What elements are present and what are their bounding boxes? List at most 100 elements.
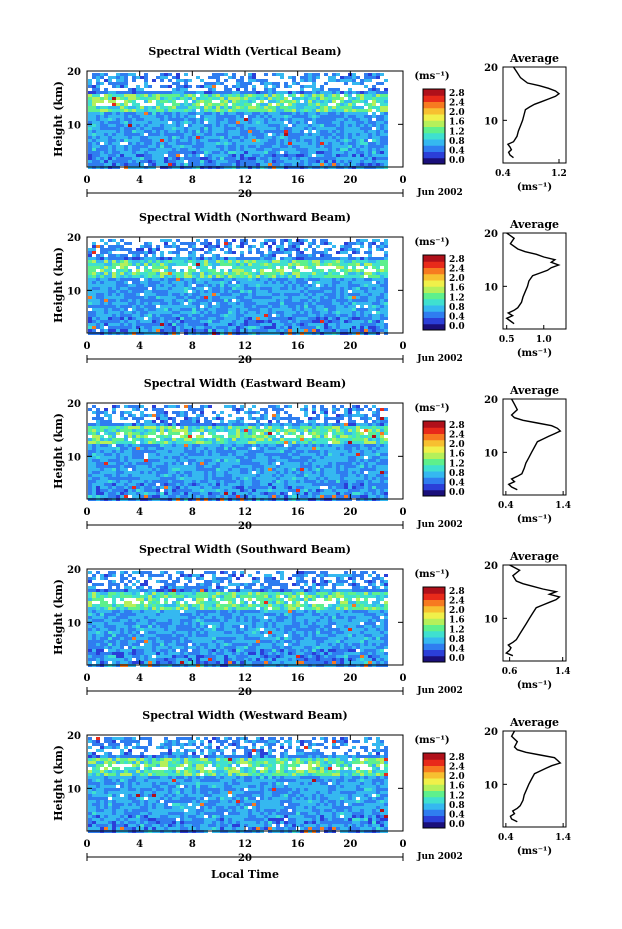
heatmap-cell — [92, 133, 96, 136]
heatmap-cell — [384, 97, 388, 100]
heatmap-cell — [236, 124, 240, 127]
heatmap-cell — [136, 323, 140, 326]
heatmap-cell — [336, 257, 340, 260]
heatmap-cell — [356, 115, 360, 118]
heatmap-cell — [184, 414, 188, 417]
heatmap-cell — [188, 251, 192, 254]
heatmap-cell — [312, 239, 316, 242]
heatmap-cell — [276, 106, 280, 109]
heatmap-cell — [172, 124, 176, 127]
heatmap-cell — [348, 118, 352, 121]
heatmap-cell — [168, 314, 172, 317]
heatmap-cell — [132, 426, 136, 429]
heatmap-cell — [180, 97, 184, 100]
heatmap-cell — [352, 118, 356, 121]
heatmap-cell — [384, 290, 388, 293]
heatmap-cell — [132, 127, 136, 130]
heatmap-cell — [128, 435, 132, 438]
heatmap-cell — [160, 408, 164, 411]
heatmap-cell — [308, 118, 312, 121]
heatmap-cell — [312, 269, 316, 272]
heatmap-cell — [292, 275, 296, 278]
heatmap-cell — [364, 263, 368, 266]
heatmap-cell — [348, 248, 352, 251]
heatmap-cell — [304, 151, 308, 154]
heatmap-cell — [296, 106, 300, 109]
heatmap-cell — [384, 275, 388, 278]
heatmap-cell — [96, 76, 100, 79]
heatmap-cell — [240, 314, 244, 317]
heatmap-cell — [296, 299, 300, 302]
heatmap-cell — [188, 121, 192, 124]
heatmap-cell — [260, 109, 264, 112]
heatmap-cell — [240, 305, 244, 308]
heatmap-cell — [184, 157, 188, 160]
heatmap-cell — [320, 432, 324, 435]
heatmap-cell — [368, 281, 372, 284]
heatmap-cell — [204, 136, 208, 139]
heatmap-cell — [328, 97, 332, 100]
heatmap-cell — [376, 142, 380, 145]
heatmap-cell — [368, 429, 372, 432]
heatmap-cell — [180, 112, 184, 115]
heatmap-cell — [336, 287, 340, 290]
average-x-tick-label: 1.0 — [536, 335, 552, 345]
heatmap-cell — [252, 260, 256, 263]
heatmap-cell — [112, 408, 116, 411]
heatmap-cell — [296, 287, 300, 290]
average-profile-line — [505, 232, 561, 325]
heatmap-cell — [336, 157, 340, 160]
heatmap-cell — [320, 160, 324, 163]
heatmap-cell — [308, 257, 312, 260]
heatmap-cell — [152, 130, 156, 133]
heatmap-cell — [168, 91, 172, 94]
heatmap-cell — [204, 130, 208, 133]
heatmap-cell — [340, 260, 344, 263]
heatmap-cell — [324, 154, 328, 157]
heatmap-cell — [132, 76, 136, 79]
colorbar-segment — [423, 273, 445, 281]
heatmap-cell — [352, 311, 356, 314]
heatmap-cell — [348, 109, 352, 112]
heatmap-cell — [156, 245, 160, 248]
heatmap-cell — [148, 314, 152, 317]
heatmap-cell — [296, 429, 300, 432]
heatmap-cell — [144, 157, 148, 160]
heatmap-cell — [144, 136, 148, 139]
heatmap-cell — [144, 314, 148, 317]
heatmap-cell — [208, 91, 212, 94]
heatmap-cell — [168, 405, 172, 408]
heatmap-cell — [132, 308, 136, 311]
heatmap-cell — [132, 154, 136, 157]
heatmap-cell — [332, 423, 336, 426]
heatmap-cell — [344, 130, 348, 133]
heatmap-cell — [176, 296, 180, 299]
heatmap-cell — [136, 302, 140, 305]
heatmap-cell — [188, 245, 192, 248]
heatmap-cell — [132, 160, 136, 163]
heatmap-cell — [248, 142, 252, 145]
heatmap-cell — [192, 130, 196, 133]
heatmap-cell — [148, 275, 152, 278]
heatmap-cell — [108, 139, 112, 142]
heatmap-cell — [204, 118, 208, 121]
heatmap-cell — [216, 73, 220, 76]
heatmap-cell — [148, 245, 152, 248]
heatmap-cell — [140, 314, 144, 317]
heatmap-cell — [312, 260, 316, 263]
heatmap-cell — [260, 118, 264, 121]
heatmap-cell — [336, 278, 340, 281]
heatmap-cell — [200, 411, 204, 414]
heatmap-cell — [236, 257, 240, 260]
heatmap-cell — [176, 302, 180, 305]
heatmap-cell — [336, 435, 340, 438]
heatmap-cell — [348, 435, 352, 438]
heatmap-cell — [104, 121, 108, 124]
heatmap-cell — [232, 251, 236, 254]
heatmap-cell — [160, 308, 164, 311]
heatmap-cell — [132, 317, 136, 320]
heatmap-cell — [156, 103, 160, 106]
heatmap-cell — [164, 121, 168, 124]
heatmap-cell — [88, 287, 92, 290]
heatmap-cell — [288, 145, 292, 148]
